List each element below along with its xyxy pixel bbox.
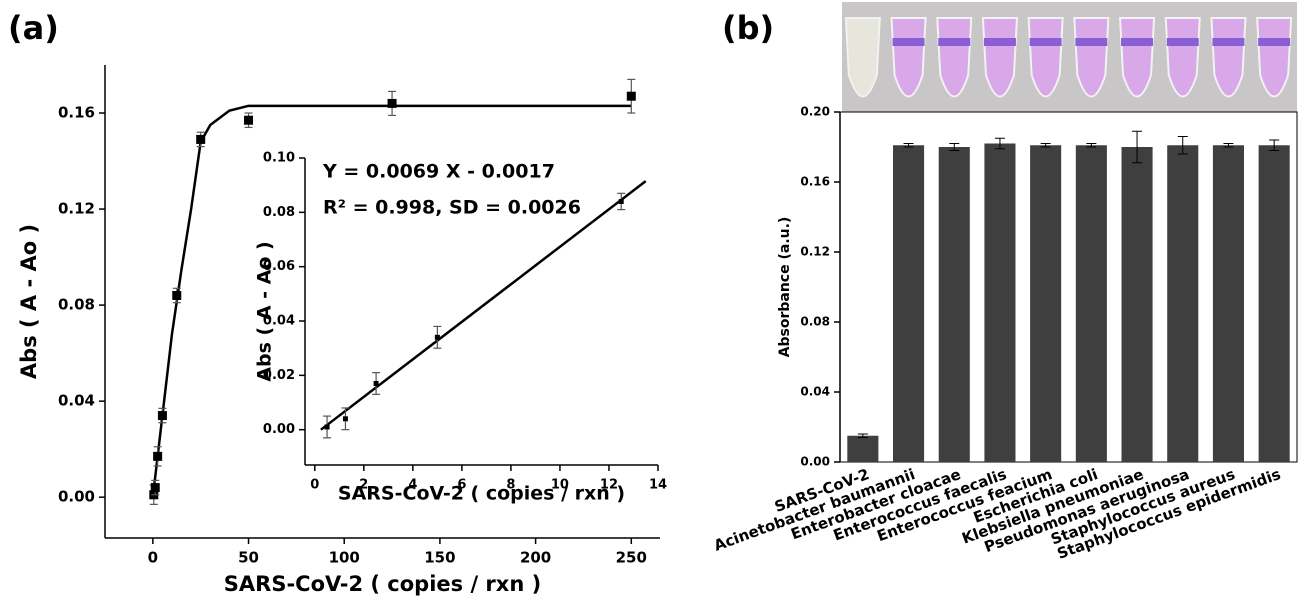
tube-band: [892, 38, 925, 46]
x-tick-label: 150: [424, 549, 455, 567]
error-bar: [857, 433, 868, 438]
tube: [844, 17, 881, 98]
y-tick-label: 0.04: [58, 392, 95, 410]
tube: [1073, 17, 1110, 98]
x-tick-label: 100: [329, 549, 360, 567]
tube: [890, 17, 927, 98]
data-point: [172, 290, 182, 300]
x-tick-label: 14: [649, 478, 667, 493]
y-tick-label: 0.06: [263, 259, 295, 274]
data-point: [324, 424, 330, 430]
annotation: R² = 0.998, SD = 0.0026: [323, 197, 581, 219]
tube-band: [1075, 38, 1108, 46]
x-tick-label: 0: [310, 478, 319, 493]
y-tick-label: 0.02: [263, 368, 295, 383]
bar: [893, 145, 925, 462]
bar: [1258, 145, 1290, 462]
bar: [1030, 145, 1062, 462]
x-tick-label: 50: [238, 549, 259, 567]
bar: [984, 143, 1016, 462]
y-axis-label: Abs ( A - Ao ): [17, 224, 41, 379]
error-bar: [1177, 136, 1188, 155]
tube: [936, 17, 973, 98]
x-tick-label: 0: [148, 549, 158, 567]
tube: [1210, 17, 1247, 98]
x-tick-label: 4: [408, 478, 417, 493]
data-point: [626, 91, 636, 101]
data-point: [387, 98, 397, 108]
panel-label: (b): [722, 9, 774, 47]
tube-band: [1258, 38, 1291, 46]
y-axis-label: Abs ( A - Ao ): [254, 241, 276, 381]
data-point: [157, 411, 167, 421]
error-bar: [903, 143, 914, 148]
bar: [1121, 147, 1153, 462]
y-tick-label: 0.12: [58, 200, 95, 218]
bar: [847, 435, 879, 462]
tube-band: [938, 38, 971, 46]
data-point: [618, 198, 624, 204]
x-tick-label: 12: [600, 478, 618, 493]
tube: [981, 17, 1019, 98]
x-tick-label: 2: [359, 478, 368, 493]
x-tick-label: 6: [457, 478, 466, 493]
data-point: [196, 134, 206, 144]
tube: [1256, 17, 1293, 98]
y-tick-label: 0.00: [800, 455, 830, 469]
y-axis-label: Absorbance (a.u.): [777, 217, 793, 358]
tube-band: [1029, 38, 1062, 46]
y-tick-label: 0.16: [800, 175, 830, 189]
x-tick-label: 8: [506, 478, 515, 493]
x-tick-label: 200: [520, 549, 551, 567]
data-point: [373, 380, 379, 386]
bar: [1075, 145, 1107, 462]
bar: [938, 147, 970, 462]
error-bar: [1223, 143, 1234, 148]
y-tick-label: 0.12: [800, 245, 830, 259]
data-point: [244, 115, 254, 125]
tube-band: [983, 38, 1016, 46]
data-point: [153, 451, 163, 461]
x-axis-label: SARS-CoV-2 ( copies / rxn ): [224, 572, 541, 596]
y-tick-label: 0.10: [263, 151, 295, 166]
annotation: Y = 0.0069 X - 0.0017: [322, 161, 555, 183]
data-point: [434, 334, 440, 340]
y-tick-label: 0.04: [263, 314, 295, 329]
tube: [1027, 17, 1064, 98]
bar: [1167, 145, 1199, 462]
y-tick-label: 0.04: [800, 385, 830, 399]
tube-band: [1166, 38, 1199, 46]
error-bar: [1086, 143, 1097, 148]
data-point: [150, 483, 160, 493]
error-bar: [1040, 143, 1051, 148]
y-tick-label: 0.08: [263, 205, 295, 220]
tube: [1118, 17, 1156, 98]
x-axis-label: SARS-CoV-2 ( copies / rxn ): [338, 483, 625, 505]
y-tick-label: 0.16: [58, 104, 95, 122]
y-tick-label: 0.00: [263, 422, 295, 437]
x-tick-label: 250: [616, 549, 647, 567]
y-tick-label: 0.08: [800, 315, 830, 329]
tube-band: [1121, 38, 1154, 46]
y-tick-label: 0.00: [58, 488, 95, 506]
fit-line: [320, 180, 647, 431]
panel-label: (a): [8, 9, 59, 47]
y-tick-label: 0.20: [800, 105, 830, 119]
tube: [1164, 17, 1201, 98]
error-bar: [1132, 130, 1143, 164]
data-point: [342, 416, 348, 422]
tube-band: [1212, 38, 1245, 46]
x-tick-label: 10: [551, 478, 569, 493]
bar: [1212, 145, 1244, 462]
error-bar: [1269, 139, 1280, 151]
error-bar: [994, 137, 1005, 150]
y-tick-label: 0.08: [58, 296, 95, 314]
error-bar: [949, 143, 960, 151]
